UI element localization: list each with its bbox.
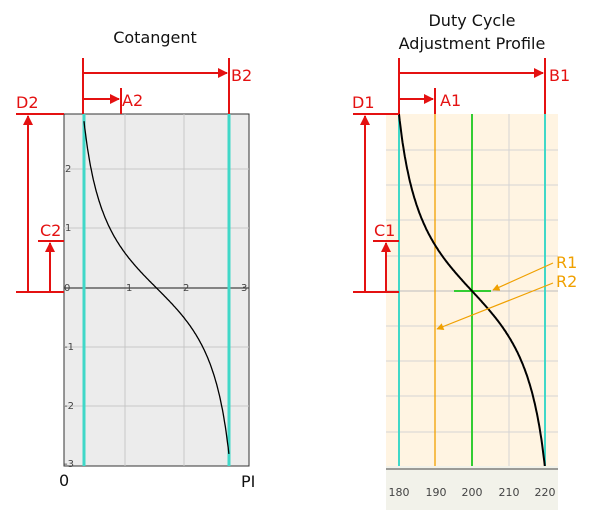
x-tick-label: 210 [499,486,520,499]
measure-b1: B1 [398,58,570,114]
cotangent-y-ticks: 2 1 0 -1 -2 -3 [64,164,74,470]
cotangent-plot-area [63,113,250,467]
measure-d1-label: D1 [352,93,375,112]
measure-c2: C2 [38,221,64,292]
reference-r2: R2 [436,272,577,330]
reference-r1: R1 [492,253,577,291]
y-tick-label: -1 [64,342,74,353]
measure-a1: A1 [400,88,461,114]
cotangent-curve [83,121,230,454]
x-tick-label: 190 [426,486,447,499]
measure-c1: C1 [373,221,399,292]
duty-cycle-x-ticks: 180 190 200 210 220 [389,486,556,499]
measure-a1-label: A1 [440,91,461,110]
measure-b1-label: B1 [549,66,570,85]
cotangent-figure: Cotangent 1 2 3 2 1 0 -1 -2 -3 0 PI [16,28,255,491]
reference-r2-label: R2 [556,272,577,291]
x-start-label: 0 [59,471,69,490]
measure-d1: D1 [352,93,399,293]
y-tick-label: -2 [64,401,74,412]
x-tick-label: 2 [183,283,189,294]
duty-cycle-figure: Duty Cycle Adjustment Profile 180 190 20 [352,11,577,510]
x-tick-label: 180 [389,486,410,499]
measure-c2-label: C2 [40,221,61,240]
duty-cycle-title-line1: Duty Cycle [428,11,515,30]
y-tick-label: 0 [64,283,70,294]
y-tick-label: -3 [64,459,74,470]
cotangent-x-ticks: 1 2 3 [126,283,247,294]
duty-cycle-curve [398,113,558,469]
cotangent-grid [64,114,249,466]
x-tick-label: 220 [535,486,556,499]
measure-c1-label: C1 [374,221,395,240]
y-tick-label: 1 [65,223,71,234]
reference-r1-label: R1 [556,253,577,272]
measure-a2-label: A2 [122,91,143,110]
x-tick-label: 200 [462,486,483,499]
measure-b2: B2 [82,58,252,114]
measure-a2: A2 [84,88,143,114]
measure-d2-label: D2 [16,93,39,112]
y-tick-label: 2 [65,164,71,175]
x-tick-label: 3 [241,283,247,294]
x-end-label: PI [241,472,255,491]
duty-cycle-title-line2: Adjustment Profile [399,34,546,53]
cotangent-title: Cotangent [113,28,197,47]
measure-b2-label: B2 [231,66,252,85]
x-tick-label: 1 [126,283,132,294]
duty-cycle-x-axis-band [386,466,558,510]
measure-d2: D2 [16,93,64,293]
